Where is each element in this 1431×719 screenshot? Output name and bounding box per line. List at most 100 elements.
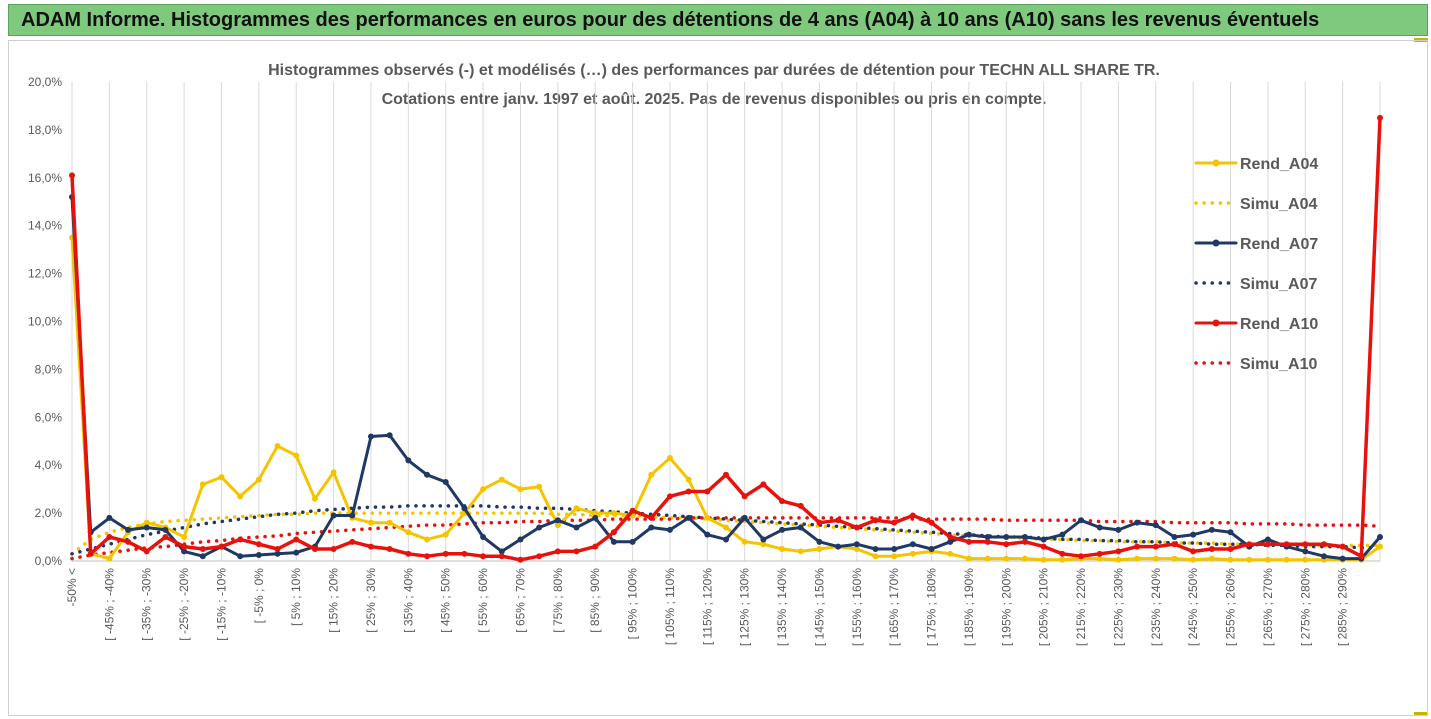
data-point xyxy=(1208,555,1215,562)
data-point xyxy=(255,476,262,483)
data-point xyxy=(386,546,393,553)
data-point xyxy=(181,543,188,550)
data-point xyxy=(1096,524,1103,531)
x-tick-label: [ 225% ; 230% xyxy=(1111,568,1125,646)
data-point xyxy=(1320,541,1327,548)
data-point xyxy=(274,443,281,450)
x-tick-label: [ 95% ; 100% xyxy=(626,568,640,640)
x-tick-label: [ 5% ; 10% xyxy=(289,568,303,626)
data-point xyxy=(891,553,898,560)
data-point xyxy=(69,172,75,179)
x-tick-label: [ 165% ; 170% xyxy=(887,568,901,646)
data-point xyxy=(685,488,692,495)
data-point xyxy=(1227,546,1234,553)
title-bar: ADAM Informe. Histogrammes des performan… xyxy=(8,4,1428,36)
data-point xyxy=(1227,529,1234,536)
legend-label: Rend_A04 xyxy=(1240,156,1318,173)
data-point xyxy=(386,519,393,526)
data-point xyxy=(181,534,188,541)
y-tick-label: 16,0% xyxy=(28,171,62,185)
x-tick-label: [ 135% ; 140% xyxy=(775,568,789,646)
data-point xyxy=(1152,522,1159,529)
data-point xyxy=(1115,556,1122,563)
data-point xyxy=(498,553,505,560)
data-point xyxy=(1059,550,1066,557)
legend: Rend_A04 Simu_A04 Rend_A07 Simu_A07 Rend_A10… xyxy=(1194,156,1318,373)
x-tick-label: [ 105% ; 110% xyxy=(663,568,677,645)
data-point xyxy=(1003,534,1010,541)
data-point xyxy=(1190,548,1197,555)
data-point xyxy=(779,546,786,553)
data-point xyxy=(891,546,898,553)
data-point xyxy=(872,546,879,553)
y-tick-label: 2,0% xyxy=(35,506,63,520)
x-tick-label: [ -45% ; -40% xyxy=(102,568,116,641)
data-point xyxy=(199,546,206,553)
data-point xyxy=(1377,114,1383,121)
x-tick-label: [ 85% ; 90% xyxy=(588,568,602,633)
data-point xyxy=(554,522,561,529)
data-point xyxy=(797,502,804,509)
x-tick-label: [ -15% ; -10% xyxy=(214,568,228,641)
series-line-rend_a10 xyxy=(70,116,1382,562)
data-point xyxy=(965,538,972,545)
x-tick-label: [ 195% ; 200% xyxy=(999,568,1013,646)
chart-frame xyxy=(8,40,1428,716)
corner-mark-bottom-right xyxy=(1414,712,1428,716)
data-point xyxy=(723,471,729,478)
data-point xyxy=(909,541,916,548)
data-point xyxy=(311,495,318,502)
data-point xyxy=(835,517,842,524)
data-point xyxy=(1339,543,1346,550)
data-point xyxy=(685,476,692,483)
data-point xyxy=(1152,543,1159,550)
y-tick-label: 6,0% xyxy=(35,410,63,424)
x-tick-label: [ 215% ; 220% xyxy=(1074,568,1088,646)
data-point xyxy=(853,541,860,548)
data-point xyxy=(405,457,412,464)
data-point xyxy=(517,556,524,563)
data-point xyxy=(592,510,599,517)
x-tick-label: [ 55% ; 60% xyxy=(476,568,490,633)
data-point xyxy=(797,524,804,531)
data-point xyxy=(928,519,935,526)
y-tick-label: 12,0% xyxy=(28,267,62,281)
x-tick-label: [ 265% ; 270% xyxy=(1261,568,1275,646)
data-point xyxy=(666,455,673,462)
data-point xyxy=(1059,531,1066,538)
data-point xyxy=(498,548,505,555)
data-point xyxy=(405,529,412,536)
y-tick-label: 4,0% xyxy=(35,458,63,472)
data-point xyxy=(554,548,561,555)
data-point xyxy=(1021,534,1028,541)
data-point xyxy=(1264,536,1271,543)
legend-marker xyxy=(1212,159,1220,167)
data-point xyxy=(1264,556,1271,563)
data-point xyxy=(461,550,468,557)
data-point xyxy=(536,524,543,531)
data-point xyxy=(1320,553,1327,560)
data-point xyxy=(648,524,655,531)
data-point xyxy=(648,514,655,521)
data-point xyxy=(106,514,113,521)
data-point xyxy=(947,538,954,545)
data-point xyxy=(1190,556,1197,563)
data-point xyxy=(405,550,412,557)
data-point xyxy=(779,526,786,533)
data-point xyxy=(573,548,580,555)
y-tick-label: 20,0% xyxy=(28,75,62,89)
data-point xyxy=(984,534,991,541)
data-point xyxy=(1040,543,1047,550)
data-point xyxy=(1358,553,1365,560)
data-point xyxy=(741,538,748,545)
x-tick-label: [ 65% ; 70% xyxy=(513,568,527,633)
data-point xyxy=(1115,526,1122,533)
data-point xyxy=(1040,556,1047,563)
data-point xyxy=(872,517,879,524)
data-point xyxy=(741,514,748,521)
data-point xyxy=(666,526,673,533)
x-tick-label: [ 75% ; 80% xyxy=(551,568,565,633)
data-point xyxy=(480,553,487,560)
data-point xyxy=(293,536,300,543)
data-point xyxy=(536,483,543,490)
